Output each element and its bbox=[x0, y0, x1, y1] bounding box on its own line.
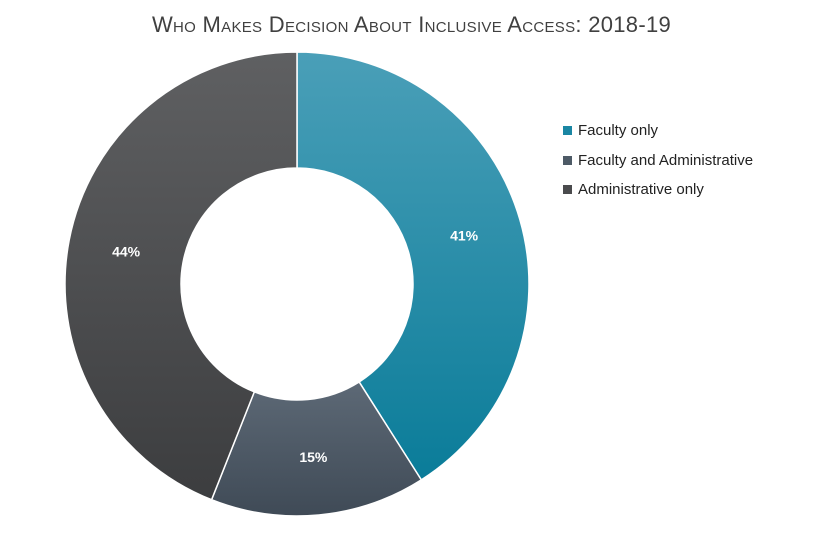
chart-legend: Faculty only Faculty and Administrative … bbox=[563, 116, 753, 205]
legend-swatch bbox=[563, 126, 572, 136]
data-label: 15% bbox=[299, 449, 328, 465]
legend-item-faculty-only: Faculty only bbox=[563, 116, 753, 146]
legend-label: Faculty and Administrative bbox=[578, 151, 754, 169]
chart-title: Who Makes Decision About Inclusive Acces… bbox=[151, 12, 672, 37]
legend-label: Administrative only bbox=[578, 181, 704, 199]
legend-item-administrative-only: Administrative only bbox=[563, 175, 753, 205]
slice-administrative-only bbox=[64, 51, 298, 501]
data-label: 41% bbox=[450, 227, 479, 243]
legend-label: Faculty only bbox=[578, 122, 659, 140]
data-label: 44% bbox=[112, 243, 141, 259]
legend-item-faculty-and-administrative: Faculty and Administrative bbox=[563, 146, 753, 176]
slice-faculty-and-administrative bbox=[210, 380, 423, 517]
slice-faculty-only bbox=[296, 51, 530, 481]
legend-swatch bbox=[563, 185, 572, 195]
legend-swatch bbox=[563, 155, 572, 165]
